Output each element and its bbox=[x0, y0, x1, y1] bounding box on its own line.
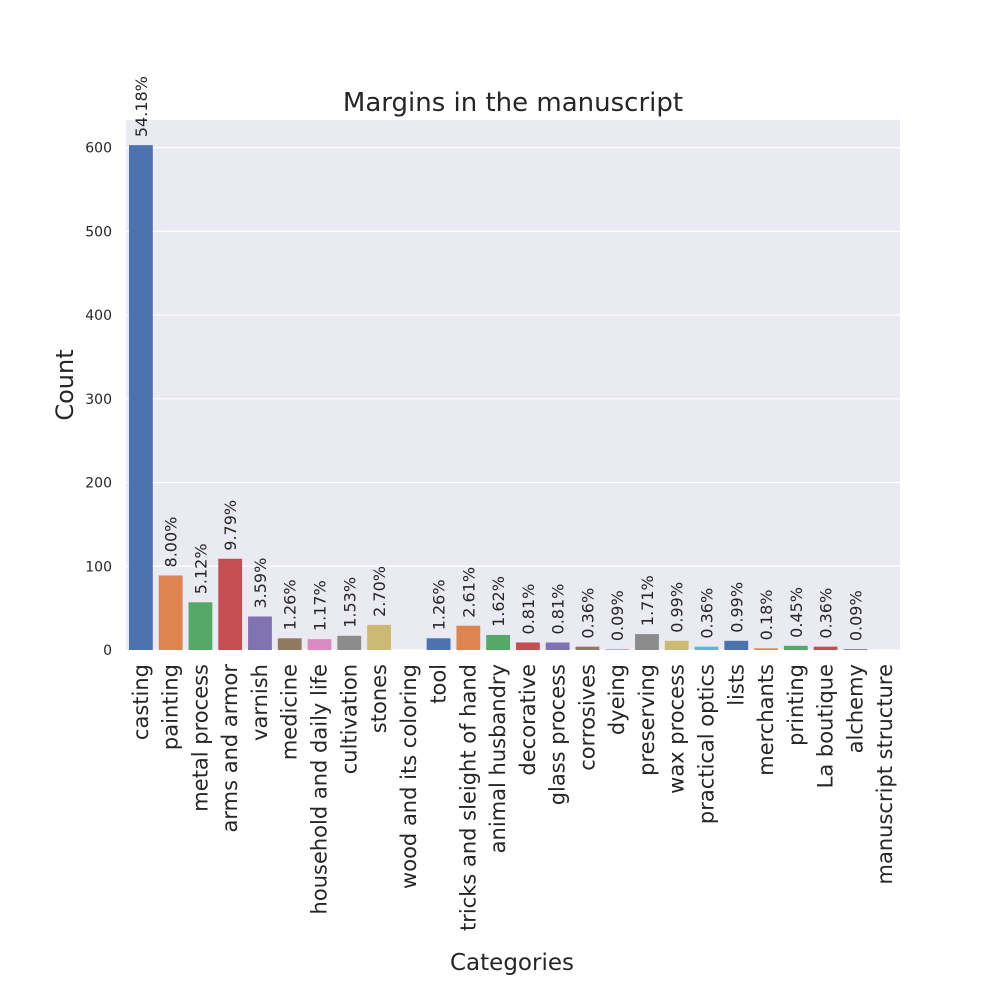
bar bbox=[248, 616, 272, 650]
bar bbox=[158, 575, 183, 650]
x-tick-label: arms and armor bbox=[218, 664, 242, 833]
x-tick-label: dyeing bbox=[605, 664, 629, 735]
x-tick-label: tricks and sleight of hand bbox=[456, 664, 480, 931]
bar-value-label: 2.61% bbox=[459, 567, 478, 618]
bar-value-label: 5.12% bbox=[191, 543, 210, 594]
bar-value-label: 9.79% bbox=[221, 500, 240, 551]
x-tick-label: manuscript structure bbox=[873, 664, 897, 884]
bar-value-label: 0.36% bbox=[698, 588, 717, 639]
bar bbox=[843, 649, 868, 650]
x-tick-label: decorative bbox=[516, 664, 540, 776]
y-tick-label: 600 bbox=[85, 141, 112, 157]
bar bbox=[367, 624, 391, 650]
plot-area bbox=[126, 120, 900, 650]
x-tick-labels: casting painting metal process arms and arm… bbox=[129, 664, 897, 931]
bar bbox=[813, 646, 838, 650]
x-tick-label: casting bbox=[129, 664, 153, 740]
y-tick-labels: 0 100 200 300 400 500 600 bbox=[85, 141, 112, 659]
x-tick-label: stones bbox=[367, 664, 391, 733]
bar-value-label: 1.62% bbox=[489, 576, 508, 627]
bar bbox=[218, 558, 243, 650]
x-tick-label: alchemy bbox=[843, 664, 867, 753]
bar-value-label: 1.71% bbox=[638, 575, 657, 626]
y-tick-label: 100 bbox=[85, 559, 112, 575]
bar-value-label: 1.17% bbox=[311, 580, 330, 631]
x-tick-label: household and daily life bbox=[308, 664, 332, 914]
y-tick-label: 200 bbox=[85, 476, 112, 492]
x-tick-label: wood and its coloring bbox=[397, 664, 421, 889]
y-tick-label: 300 bbox=[85, 392, 112, 408]
bar-value-label: 0.45% bbox=[787, 587, 806, 638]
bar-value-label: 0.99% bbox=[668, 582, 687, 633]
x-tick-label: glass process bbox=[546, 664, 570, 805]
bar-value-label: 2.70% bbox=[370, 566, 389, 617]
bar-value-label: 54.18% bbox=[132, 76, 151, 137]
bar bbox=[664, 640, 689, 650]
bar bbox=[635, 634, 659, 650]
bar bbox=[307, 639, 332, 650]
bar bbox=[456, 625, 481, 650]
bar-value-label: 0.09% bbox=[846, 590, 865, 641]
x-tick-label: preserving bbox=[635, 664, 659, 776]
x-tick-label: La boutique bbox=[814, 664, 838, 788]
bar bbox=[754, 648, 778, 650]
y-tick-label: 400 bbox=[85, 308, 112, 324]
x-tick-label: metal process bbox=[188, 664, 212, 812]
bar bbox=[783, 645, 808, 650]
y-tick-label: 0 bbox=[103, 643, 112, 659]
bar-value-label: 3.59% bbox=[251, 558, 270, 609]
x-tick-label: cultivation bbox=[337, 664, 361, 774]
bar-value-label: 0.18% bbox=[757, 589, 776, 640]
bar bbox=[575, 646, 600, 650]
x-tick-label: printing bbox=[784, 664, 808, 746]
bar-value-label: 1.26% bbox=[281, 579, 300, 630]
x-tick-label: varnish bbox=[248, 664, 272, 741]
bar bbox=[128, 145, 153, 651]
bar bbox=[545, 642, 570, 650]
chart-title: Margins in the manuscript bbox=[343, 88, 683, 118]
bar-value-label: 0.99% bbox=[727, 582, 746, 633]
bar bbox=[724, 640, 749, 650]
x-tick-label: merchants bbox=[754, 664, 778, 776]
x-axis-label: Categories bbox=[450, 950, 574, 976]
x-tick-label: practical optics bbox=[695, 664, 719, 824]
bar bbox=[188, 602, 213, 650]
bars bbox=[128, 145, 868, 651]
bar-value-label: 1.26% bbox=[430, 579, 449, 630]
bar-value-label: 0.36% bbox=[817, 588, 836, 639]
bar-value-label: 0.09% bbox=[608, 590, 627, 641]
x-tick-label: wax process bbox=[665, 664, 689, 794]
x-tick-label: tool bbox=[427, 664, 451, 704]
y-axis-label: Count bbox=[51, 349, 79, 420]
bar-value-label: 8.00% bbox=[162, 517, 181, 568]
bar-value-label: 0.81% bbox=[519, 584, 538, 635]
bar-value-label: 0.81% bbox=[549, 584, 568, 635]
bar bbox=[694, 646, 719, 650]
bar bbox=[486, 634, 511, 650]
x-tick-label: lists bbox=[724, 664, 748, 706]
bar-value-label: 1.53% bbox=[340, 577, 359, 628]
bar bbox=[277, 638, 302, 650]
x-tick-label: corrosives bbox=[575, 664, 599, 771]
x-tick-label: painting bbox=[159, 664, 183, 750]
bar-value-label: 0.36% bbox=[578, 588, 597, 639]
y-tick-label: 500 bbox=[85, 224, 112, 240]
bar-value-labels: 54.18% 8.00% 5.12% 9.79% 3.59% 1.26% 1.17% 1.53… bbox=[132, 76, 865, 641]
bar bbox=[337, 635, 362, 650]
bar bbox=[605, 649, 630, 650]
x-tick-label: medicine bbox=[278, 664, 302, 760]
bar bbox=[426, 638, 451, 650]
bar bbox=[515, 642, 540, 650]
x-tick-label: animal husbandry bbox=[486, 664, 510, 853]
